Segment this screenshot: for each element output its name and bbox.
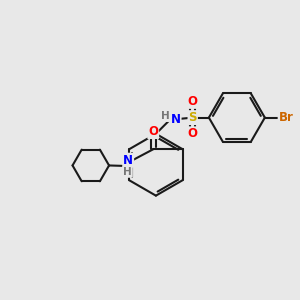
Text: N: N [171,112,181,126]
Text: H: H [161,111,170,121]
Text: H: H [123,167,132,177]
Text: O: O [188,95,198,108]
Text: N: N [123,154,133,167]
Text: S: S [188,111,197,124]
Text: O: O [188,127,198,140]
Text: Br: Br [279,111,293,124]
Text: O: O [148,125,158,138]
